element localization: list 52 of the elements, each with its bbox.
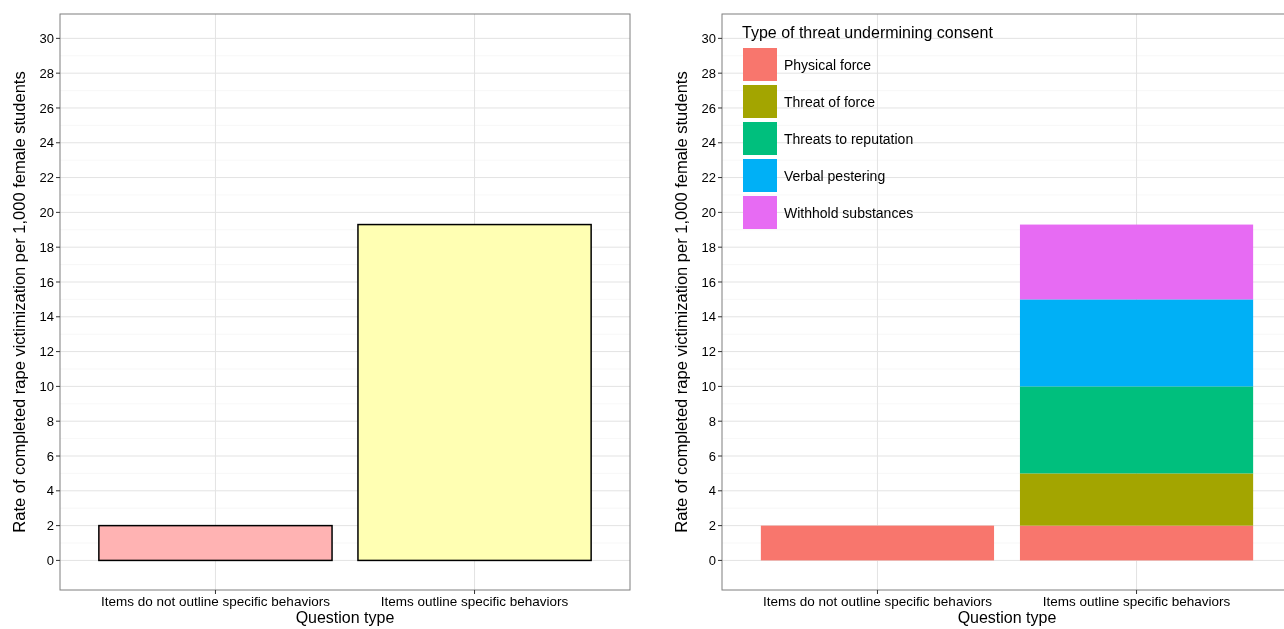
x-axis-title: Question type bbox=[295, 609, 395, 626]
bar bbox=[1019, 299, 1254, 387]
x-tick-label: Items do not outline specific behaviors bbox=[101, 594, 331, 609]
y-tick-label: 18 bbox=[701, 239, 716, 255]
y-tick-label: 2 bbox=[46, 518, 54, 534]
y-tick-label: 14 bbox=[701, 309, 716, 325]
y-tick-label: 28 bbox=[39, 65, 54, 81]
y-tick-label: 20 bbox=[701, 204, 716, 220]
bar bbox=[1019, 525, 1254, 561]
y-tick-label: 30 bbox=[701, 30, 716, 46]
y-tick-label: 2 bbox=[708, 518, 716, 534]
y-tick-label: 12 bbox=[701, 344, 716, 360]
y-tick-label: 8 bbox=[708, 413, 716, 429]
y-tick-label: 10 bbox=[701, 378, 716, 394]
legend-title: Type of threat undermining consent bbox=[742, 23, 994, 41]
y-tick-label: 22 bbox=[701, 170, 716, 186]
y-tick-label: 0 bbox=[708, 552, 716, 568]
y-tick-label: 0 bbox=[46, 552, 54, 568]
y-tick-label: 4 bbox=[46, 483, 54, 499]
y-tick-label: 24 bbox=[39, 135, 54, 151]
x-axis-title: Question type bbox=[957, 609, 1057, 626]
y-tick-label: 12 bbox=[39, 344, 54, 360]
y-tick-label: 30 bbox=[39, 30, 54, 46]
y-tick-label: 4 bbox=[708, 483, 716, 499]
y-tick-label: 14 bbox=[39, 309, 54, 325]
y-tick-label: 18 bbox=[39, 239, 54, 255]
y-axis-title: Rate of completed rape victimization per 1,000 female students bbox=[672, 71, 690, 533]
bar bbox=[1019, 386, 1254, 474]
bar bbox=[760, 525, 995, 561]
x-tick-label: Items outline specific behaviors bbox=[1042, 594, 1231, 609]
y-tick-label: 16 bbox=[39, 274, 54, 290]
y-tick-label: 20 bbox=[39, 204, 54, 220]
y-tick-label: 16 bbox=[701, 274, 716, 290]
bar bbox=[1019, 473, 1254, 526]
y-tick-label: 10 bbox=[39, 378, 54, 394]
y-tick-label: 8 bbox=[46, 413, 54, 429]
y-tick-label: 28 bbox=[701, 65, 716, 81]
legend-label: Physical force bbox=[784, 56, 872, 73]
bar bbox=[1019, 224, 1254, 300]
y-axis-title: Rate of completed rape victimization per 1,000 female students bbox=[10, 71, 28, 533]
legend-label: Verbal pestering bbox=[784, 167, 886, 184]
y-tick-label: 6 bbox=[708, 448, 716, 464]
legend-label: Threat of force bbox=[784, 93, 876, 110]
x-tick-label: Items outline specific behaviors bbox=[380, 594, 569, 609]
y-tick-label: 22 bbox=[39, 170, 54, 186]
legend-label: Threats to reputation bbox=[784, 130, 914, 147]
x-tick-label: Items do not outline specific behaviors bbox=[763, 594, 993, 609]
y-tick-label: 26 bbox=[39, 100, 54, 116]
legend-label: Withhold substances bbox=[784, 204, 914, 221]
y-tick-label: 24 bbox=[701, 135, 716, 151]
y-tick-label: 6 bbox=[46, 448, 54, 464]
y-tick-label: 26 bbox=[701, 100, 716, 116]
